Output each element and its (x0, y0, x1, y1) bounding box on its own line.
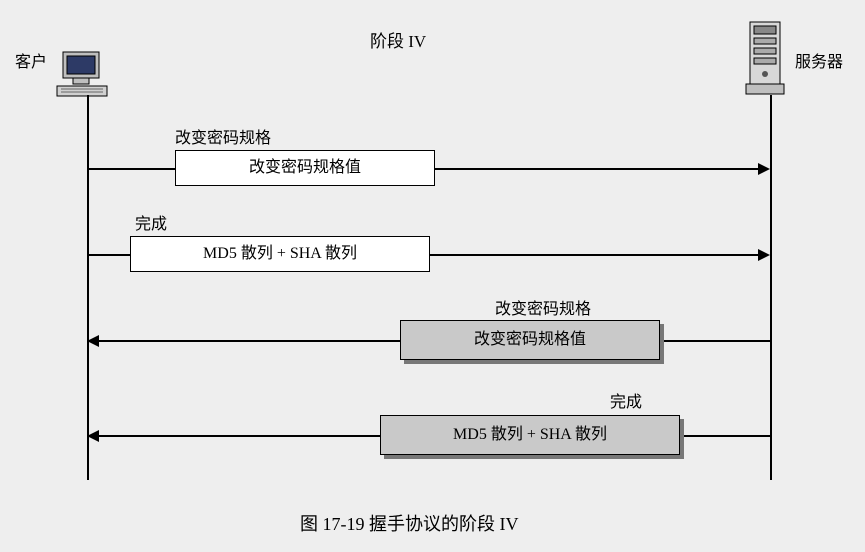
server-label: 服务器 (795, 48, 843, 72)
server-icon (740, 20, 790, 103)
m4-caption: 完成 (610, 388, 642, 412)
m1-box-text: 改变密码规格值 (249, 160, 361, 176)
m2-box: MD5 散列 + SHA 散列 (130, 236, 430, 272)
m2-box-text: MD5 散列 + SHA 散列 (203, 246, 357, 262)
m1-arrow-head (758, 163, 770, 175)
m4-box: MD5 散列 + SHA 散列 (380, 415, 680, 455)
m2-caption: 完成 (135, 210, 167, 234)
m1-box: 改变密码规格值 (175, 150, 435, 186)
m3-box: 改变密码规格值 (400, 320, 660, 360)
client-label: 客户 (15, 48, 47, 72)
m2-arrow-head (758, 249, 770, 261)
m3-caption: 改变密码规格 (495, 295, 591, 319)
m1-caption: 改变密码规格 (175, 124, 271, 148)
server-lifeline (770, 95, 772, 480)
m3-box-text: 改变密码规格值 (474, 332, 586, 348)
phase-title: 阶段 IV (370, 27, 426, 52)
m4-box-text: MD5 散列 + SHA 散列 (453, 427, 607, 443)
computer-icon (55, 48, 115, 105)
figure-caption: 图 17-19 握手协议的阶段 IV (300, 510, 519, 536)
m3-arrow-head (87, 335, 99, 347)
client-lifeline (87, 95, 89, 480)
diagram-canvas: 阶段 IV 客户 服务器 改变密码规格 改变密码规格值 完成 MD5 (0, 0, 865, 552)
m4-arrow-head (87, 430, 99, 442)
